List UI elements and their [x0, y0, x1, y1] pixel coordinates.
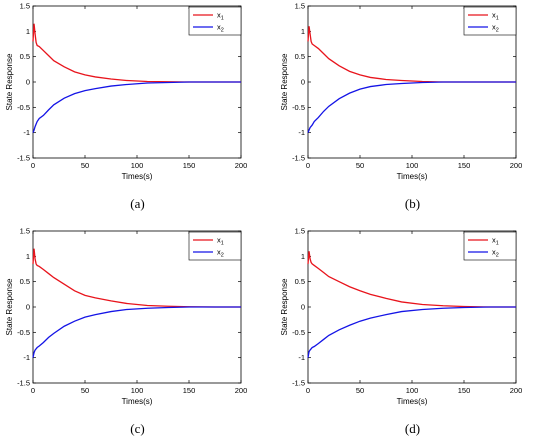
x-axis-label: Times(s) — [397, 397, 428, 406]
y-tick-label: 1 — [301, 252, 305, 261]
legend-label-subscript: 2 — [496, 28, 499, 34]
y-tick-label: -1 — [23, 128, 30, 137]
y-tick-label: 0 — [26, 78, 30, 87]
panel-caption: (d) — [404, 421, 421, 436]
legend-label-x1: x1 — [492, 11, 499, 22]
x-tick-label: 100 — [406, 386, 419, 395]
x-tick-label: 0 — [31, 386, 35, 395]
y-tick-label: 0.5 — [295, 52, 305, 61]
x-tick-label: 50 — [81, 161, 89, 170]
y-tick-label: 1 — [301, 27, 305, 36]
legend-label-subscript: 1 — [496, 16, 499, 22]
y-axis-label: State Response — [5, 53, 14, 110]
x-tick-label: 0 — [306, 161, 310, 170]
legend-label-x2: x2 — [492, 23, 499, 34]
series-line-x2 — [307, 306, 516, 358]
y-tick-label: 0.5 — [20, 277, 30, 286]
x-tick-label: 100 — [131, 161, 144, 170]
legend-label-x2: x2 — [217, 23, 224, 34]
y-tick-label: -1.5 — [292, 379, 305, 388]
x-tick-label: 100 — [131, 386, 144, 395]
y-tick-label: -1.5 — [17, 154, 30, 163]
y-tick-label: -0.5 — [17, 103, 30, 112]
y-tick-label: 1.5 — [20, 2, 30, 11]
y-tick-label: 1.5 — [20, 227, 30, 236]
panel-caption: (a) — [130, 196, 145, 211]
x-tick-label: 200 — [235, 386, 248, 395]
y-tick-label: -0.5 — [292, 328, 305, 337]
y-tick-label: 1.5 — [295, 227, 305, 236]
y-tick-label: 0.5 — [295, 277, 305, 286]
y-tick-label: 0.5 — [20, 52, 30, 61]
x-tick-label: 150 — [183, 386, 196, 395]
x-tick-label: 50 — [81, 386, 89, 395]
legend-box — [463, 231, 517, 261]
x-tick-label: 200 — [235, 161, 248, 170]
panel-caption: (c) — [130, 421, 145, 436]
y-tick-label: -1 — [23, 353, 30, 362]
y-tick-label: -1.5 — [17, 379, 30, 388]
legend-label-x1: x1 — [492, 236, 499, 247]
series-line-x2 — [32, 306, 241, 358]
series-line-x2 — [32, 81, 241, 133]
y-axis-label: State Response — [5, 278, 14, 335]
x-axis-label: Times(s) — [122, 397, 153, 406]
x-tick-label: 150 — [458, 386, 471, 395]
legend-box — [188, 6, 242, 36]
y-tick-label: 1 — [26, 27, 30, 36]
y-axis-label: State Response — [280, 278, 289, 335]
line-chart: 0 50 100 150 200 -1.5 -1 -0.5 0 0.5 1 1.5 Times(s) St… — [5, 2, 248, 182]
chart-panel: 0 50 100 150 200 -1.5 -1 -0.5 0 0.5 1 1.5 Times(s) St… — [0, 225, 275, 440]
chart-panel: 0 50 100 150 200 -1.5 -1 -0.5 0 0.5 1 1.5 Times(s) St… — [0, 0, 275, 215]
y-tick-label: 0 — [301, 303, 305, 312]
x-tick-label: 100 — [406, 161, 419, 170]
x-axis-label: Times(s) — [122, 172, 153, 181]
y-tick-label: 1.5 — [295, 2, 305, 11]
series-line-x1 — [307, 251, 516, 308]
y-tick-label: -0.5 — [17, 328, 30, 337]
series-line-x2 — [307, 81, 516, 133]
x-tick-label: 200 — [510, 386, 523, 395]
legend-label-subscript: 2 — [496, 253, 499, 259]
legend-box — [463, 6, 517, 36]
panel-caption: (b) — [404, 196, 421, 211]
y-tick-label: -1 — [298, 353, 305, 362]
y-tick-label: -0.5 — [292, 103, 305, 112]
legend-label-x2: x2 — [217, 248, 224, 259]
series-line-x1 — [32, 23, 241, 83]
legend-label-subscript: 2 — [221, 28, 224, 34]
chart-panel: 0 50 100 150 200 -1.5 -1 -0.5 0 0.5 1 1.5 Times(s) St… — [275, 225, 550, 440]
x-tick-label: 200 — [510, 161, 523, 170]
y-tick-label: 1 — [26, 252, 30, 261]
x-tick-label: 150 — [458, 161, 471, 170]
legend-label-x1: x1 — [217, 236, 224, 247]
x-tick-label: 50 — [356, 386, 364, 395]
series-line-x1 — [32, 248, 241, 308]
y-tick-label: 0 — [26, 303, 30, 312]
legend-label-x2: x2 — [492, 248, 499, 259]
y-axis-label: State Response — [280, 53, 289, 110]
y-tick-label: -1 — [298, 128, 305, 137]
line-chart: 0 50 100 150 200 -1.5 -1 -0.5 0 0.5 1 1.5 Times(s) St… — [280, 2, 523, 182]
x-tick-label: 150 — [183, 161, 196, 170]
y-tick-label: -1.5 — [292, 154, 305, 163]
legend-label-subscript: 2 — [221, 253, 224, 259]
legend-label-x1: x1 — [217, 11, 224, 22]
legend-label-subscript: 1 — [496, 241, 499, 247]
chart-panel: 0 50 100 150 200 -1.5 -1 -0.5 0 0.5 1 1.5 Times(s) St… — [275, 0, 550, 215]
legend-box — [188, 231, 242, 261]
legend-label-subscript: 1 — [221, 16, 224, 22]
x-axis-label: Times(s) — [397, 172, 428, 181]
x-tick-label: 0 — [31, 161, 35, 170]
y-tick-label: 0 — [301, 78, 305, 87]
line-chart: 0 50 100 150 200 -1.5 -1 -0.5 0 0.5 1 1.5 Times(s) St… — [5, 227, 248, 407]
legend-label-subscript: 1 — [221, 241, 224, 247]
line-chart: 0 50 100 150 200 -1.5 -1 -0.5 0 0.5 1 1.5 Times(s) St… — [280, 227, 523, 407]
x-tick-label: 50 — [356, 161, 364, 170]
x-tick-label: 0 — [306, 386, 310, 395]
